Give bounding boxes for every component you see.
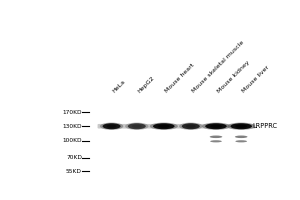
Text: Mouse kidney: Mouse kidney — [216, 60, 250, 94]
FancyBboxPatch shape — [98, 124, 255, 129]
Ellipse shape — [186, 125, 196, 128]
Text: 100KD: 100KD — [62, 138, 82, 143]
Ellipse shape — [103, 123, 121, 129]
Text: Mouse liver: Mouse liver — [241, 65, 270, 94]
Ellipse shape — [100, 123, 123, 130]
Text: 170KD: 170KD — [62, 110, 82, 115]
Ellipse shape — [210, 136, 222, 138]
Text: LRPPRC: LRPPRC — [252, 123, 277, 129]
Text: 70KD: 70KD — [66, 155, 82, 160]
Ellipse shape — [179, 123, 202, 130]
Ellipse shape — [150, 123, 178, 130]
Text: 55KD: 55KD — [66, 169, 82, 174]
Ellipse shape — [107, 125, 116, 128]
Ellipse shape — [236, 140, 247, 142]
Ellipse shape — [210, 140, 222, 142]
Ellipse shape — [132, 125, 142, 128]
Text: HepG2: HepG2 — [137, 75, 155, 94]
Text: HeLa: HeLa — [112, 79, 126, 94]
Text: 130KD: 130KD — [62, 124, 82, 129]
Ellipse shape — [153, 123, 175, 129]
Ellipse shape — [235, 136, 247, 138]
Ellipse shape — [230, 123, 252, 129]
Text: Mouse heart: Mouse heart — [164, 63, 195, 94]
Ellipse shape — [205, 123, 227, 129]
Ellipse shape — [158, 125, 170, 128]
Ellipse shape — [202, 123, 230, 130]
Text: Mouse skeletal muscle: Mouse skeletal muscle — [191, 40, 245, 94]
Ellipse shape — [128, 123, 146, 129]
Ellipse shape — [235, 125, 247, 128]
Ellipse shape — [210, 125, 222, 128]
Ellipse shape — [182, 123, 200, 129]
Ellipse shape — [125, 123, 148, 130]
Ellipse shape — [227, 123, 255, 130]
